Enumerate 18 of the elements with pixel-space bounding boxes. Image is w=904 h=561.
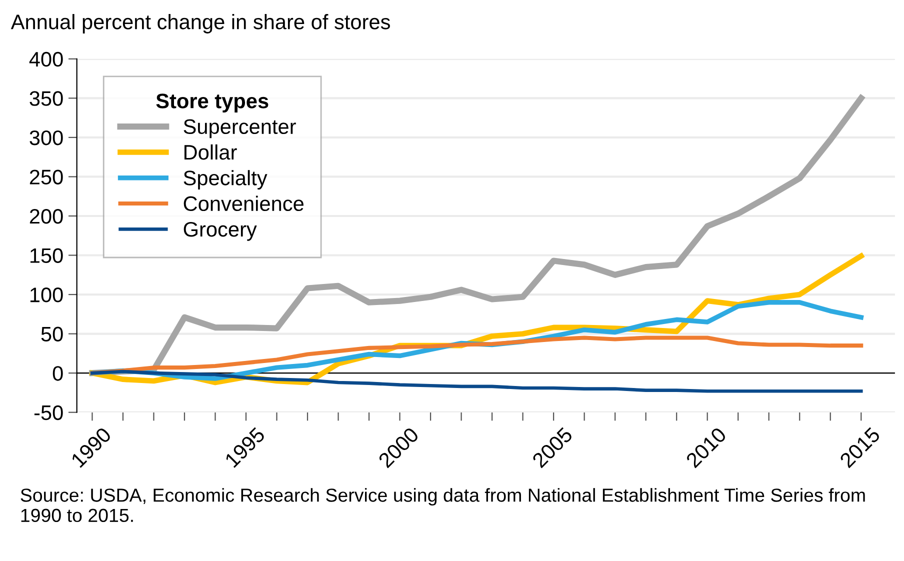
y-tick-label: 100 [30, 288, 63, 302]
y-tick-label: 300 [30, 130, 63, 146]
y-tick-label: 150 [30, 248, 63, 264]
legend-label: Convenience [184, 196, 304, 212]
legend-label: Specialty [184, 170, 268, 190]
legend-label: Dollar [184, 144, 237, 160]
source-note: Source: USDA, Economic Research Service using data from National Establishment Time Series from 1990 to 2015. [20, 488, 865, 522]
y-tick-label: 50 [41, 326, 63, 342]
y-tick-label: 350 [30, 91, 63, 106]
chart-title: Annual percent change in share of stores [10, 14, 390, 34]
y-tick-label: 0 [52, 366, 63, 381]
legend-label: Supercenter [184, 119, 296, 138]
y-tick-label: 200 [30, 208, 63, 224]
legend-label: Grocery [184, 222, 257, 241]
y-tick-label: 400 [29, 52, 63, 67]
legend-title: Store types [156, 94, 268, 112]
y-tick-label: -50 [34, 405, 63, 420]
y-tick-label: 250 [30, 170, 63, 184]
